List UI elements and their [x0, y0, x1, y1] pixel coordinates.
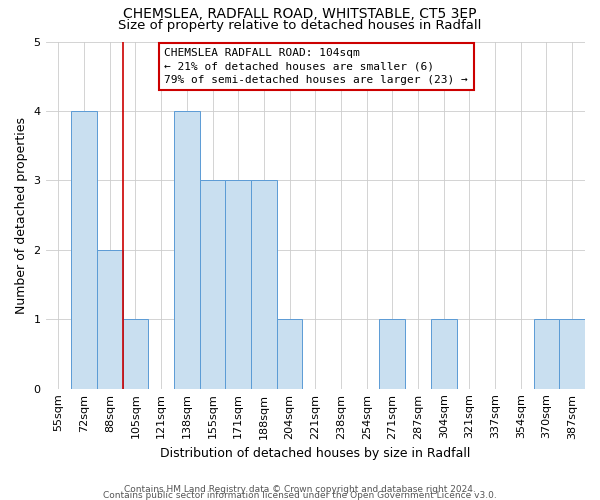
Bar — [226, 180, 251, 388]
Y-axis label: Number of detached properties: Number of detached properties — [15, 116, 28, 314]
Bar — [379, 319, 405, 388]
Bar — [200, 180, 226, 388]
Text: Contains HM Land Registry data © Crown copyright and database right 2024.: Contains HM Land Registry data © Crown c… — [124, 485, 476, 494]
Text: CHEMSLEA RADFALL ROAD: 104sqm
← 21% of detached houses are smaller (6)
79% of se: CHEMSLEA RADFALL ROAD: 104sqm ← 21% of d… — [164, 48, 468, 85]
Bar — [71, 111, 97, 388]
Bar — [97, 250, 122, 388]
Text: Contains public sector information licensed under the Open Government Licence v3: Contains public sector information licen… — [103, 490, 497, 500]
Bar — [277, 319, 302, 388]
Bar — [174, 111, 200, 388]
X-axis label: Distribution of detached houses by size in Radfall: Distribution of detached houses by size … — [160, 447, 470, 460]
Bar — [251, 180, 277, 388]
Bar — [559, 319, 585, 388]
Bar — [431, 319, 457, 388]
Bar — [122, 319, 148, 388]
Text: Size of property relative to detached houses in Radfall: Size of property relative to detached ho… — [118, 18, 482, 32]
Bar — [533, 319, 559, 388]
Text: CHEMSLEA, RADFALL ROAD, WHITSTABLE, CT5 3EP: CHEMSLEA, RADFALL ROAD, WHITSTABLE, CT5 … — [123, 8, 477, 22]
